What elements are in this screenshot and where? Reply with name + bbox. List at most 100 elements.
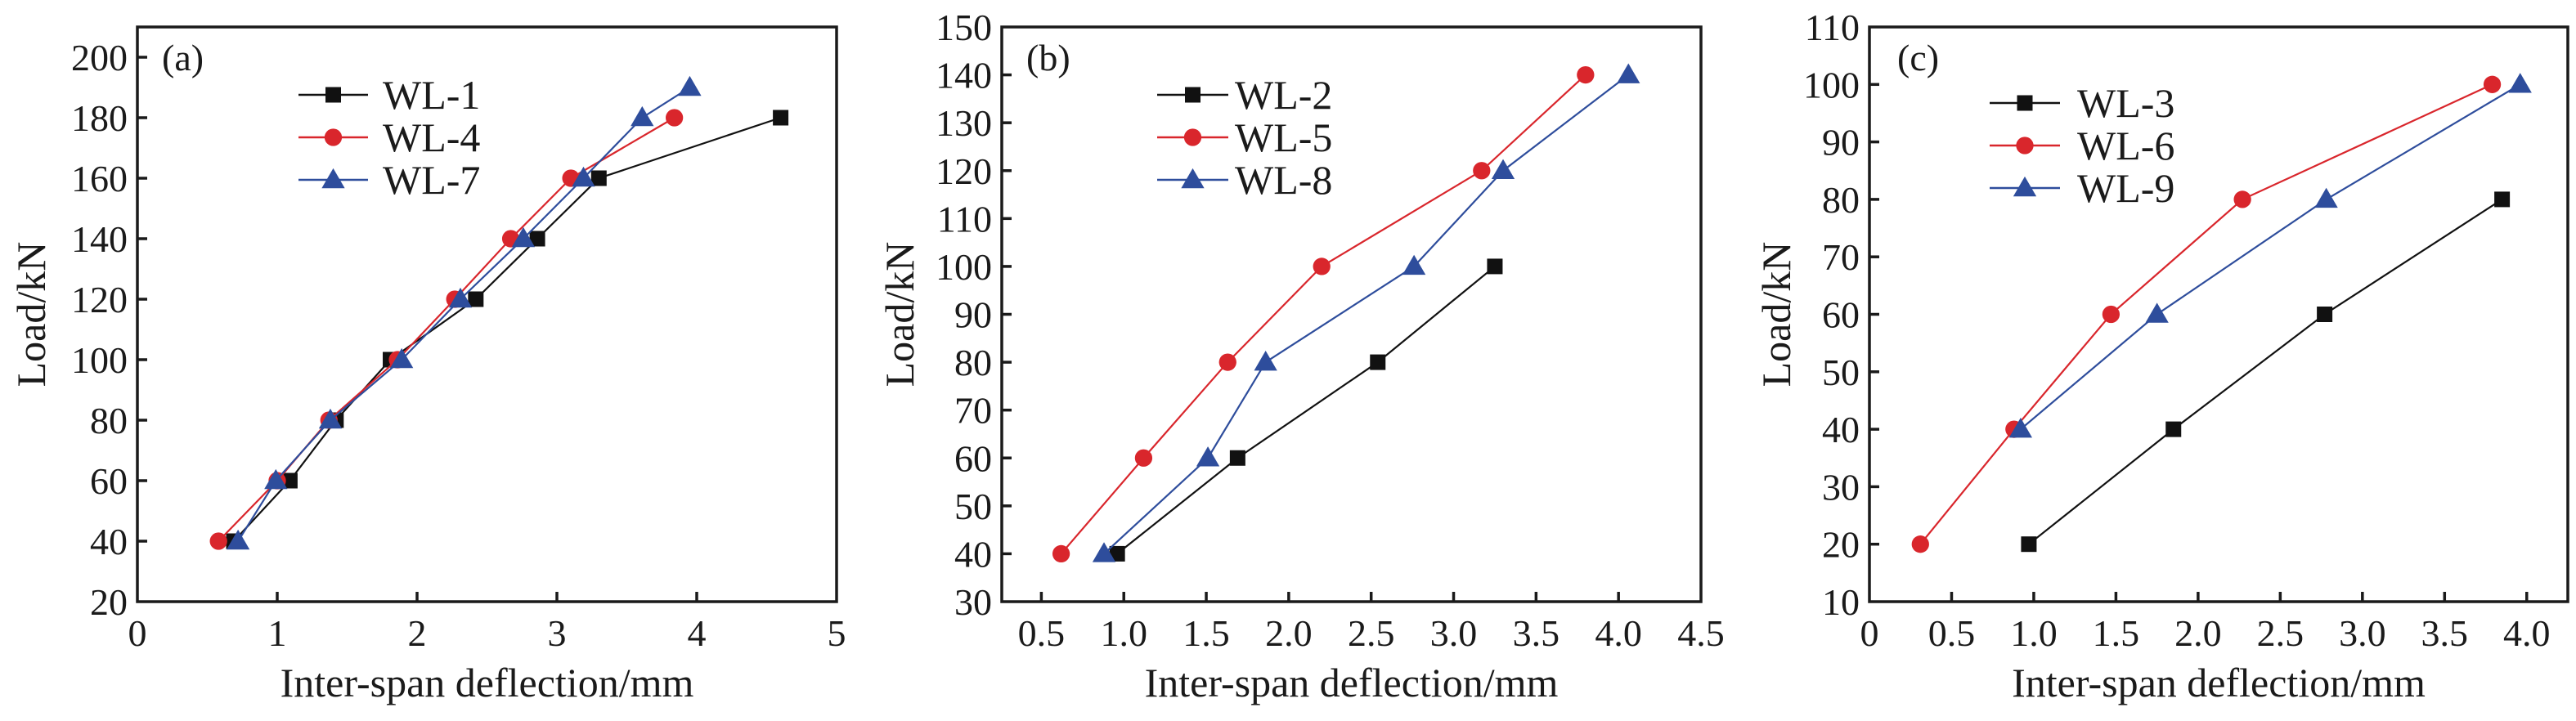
y-axis-title: Load/kN xyxy=(877,242,922,387)
y-tick-label: 140 xyxy=(936,55,992,96)
series-line xyxy=(1116,266,1496,555)
legend-marker-triangle-icon xyxy=(2013,176,2037,197)
x-tick-label: 3.0 xyxy=(2339,612,2386,654)
data-point xyxy=(1370,354,1386,370)
x-tick-label: 3.5 xyxy=(1513,612,1560,654)
legend-label: WL-3 xyxy=(2077,80,2174,126)
x-tick-label: 4.0 xyxy=(1595,612,1642,654)
legend-marker-triangle-icon xyxy=(321,168,345,189)
x-tick-label: 2 xyxy=(408,612,427,654)
series-wl-9 xyxy=(2008,73,2532,438)
x-tick-label: 3.0 xyxy=(1430,612,1478,654)
x-tick-label: 0 xyxy=(1860,612,1879,654)
x-tick-label: 2.5 xyxy=(2257,612,2304,654)
plot-frame xyxy=(1868,25,2569,603)
legend-label: WL-2 xyxy=(1235,72,1332,118)
y-tick-label: 120 xyxy=(71,279,128,320)
x-tick-label: 1.0 xyxy=(1100,612,1147,654)
series-wl-1 xyxy=(226,110,789,549)
data-point xyxy=(2008,417,2033,438)
data-point xyxy=(264,468,288,490)
legend-entry: WL-3 xyxy=(1990,80,2174,126)
y-tick-label: 40 xyxy=(954,533,992,575)
y-tick-label: 80 xyxy=(90,400,128,441)
y-tick-label: 50 xyxy=(1822,352,1860,393)
data-point xyxy=(529,231,545,247)
data-point xyxy=(511,226,536,248)
data-point xyxy=(1229,450,1245,466)
legend-marker-square-icon xyxy=(325,87,341,103)
legend-marker-square-icon xyxy=(2017,95,2033,111)
series-line xyxy=(233,116,781,542)
data-point xyxy=(1134,449,1153,467)
data-point xyxy=(209,532,227,550)
legend-entry: WL-5 xyxy=(1157,114,1332,160)
legend-label: WL-4 xyxy=(383,114,480,160)
y-tick-label: 150 xyxy=(936,7,992,48)
data-point xyxy=(572,166,595,187)
y-tick-label: 30 xyxy=(954,581,992,623)
series-line xyxy=(1060,74,1586,555)
y-tick-label: 90 xyxy=(1822,122,1860,163)
y-tick-label: 40 xyxy=(90,521,128,562)
data-point xyxy=(281,472,298,489)
y-tick-label: 50 xyxy=(954,486,992,527)
data-point xyxy=(1911,535,1929,553)
x-axis-title: Inter-span deflection/mm xyxy=(280,660,694,705)
legend-marker-square-icon xyxy=(1185,87,1200,103)
y-tick-label: 160 xyxy=(71,158,128,199)
data-point xyxy=(2145,302,2169,323)
data-point xyxy=(2021,536,2037,553)
legend-label: WL-6 xyxy=(2077,123,2174,168)
series-line xyxy=(2020,83,2521,430)
series-line xyxy=(2028,198,2503,545)
y-tick-label: 180 xyxy=(71,97,128,139)
y-tick-label: 60 xyxy=(954,437,992,479)
y-tick-label: 40 xyxy=(1822,409,1860,450)
y-axis-title: Load/kN xyxy=(8,242,54,387)
panel-b: (b) Inter-span deflection/mm Load/kN 0.5… xyxy=(877,7,1725,705)
data-point xyxy=(1617,63,1640,83)
x-tick-label: 0 xyxy=(128,612,147,654)
data-point xyxy=(1402,254,1426,275)
series-wl-3 xyxy=(2021,191,2511,553)
y-tick-label: 110 xyxy=(937,198,992,240)
legend-label: WL-5 xyxy=(1235,114,1332,160)
data-point xyxy=(390,347,414,369)
x-tick-label: 2.5 xyxy=(1348,612,1395,654)
series-wl-5 xyxy=(1052,65,1595,563)
data-point xyxy=(1254,350,1277,371)
data-point xyxy=(773,110,789,126)
x-tick-label: 4.5 xyxy=(1677,612,1725,654)
y-tick-label: 110 xyxy=(1805,7,1860,48)
data-point xyxy=(2165,421,2182,437)
legend-label: WL-9 xyxy=(2077,165,2174,211)
x-tick-label: 3 xyxy=(548,612,567,654)
y-tick-label: 80 xyxy=(954,342,992,383)
data-point xyxy=(1092,542,1116,562)
x-axis-title: Inter-span deflection/mm xyxy=(2012,660,2426,705)
legend-label: WL-1 xyxy=(383,72,480,118)
data-point xyxy=(2102,305,2120,324)
data-point xyxy=(448,287,473,308)
legend-entry: WL-9 xyxy=(1990,165,2174,211)
data-point xyxy=(1487,258,1503,275)
data-point xyxy=(2483,75,2502,93)
data-point xyxy=(590,170,607,186)
x-tick-label: 5 xyxy=(828,612,846,654)
data-point xyxy=(1313,258,1331,275)
y-tick-label: 100 xyxy=(1803,64,1860,105)
data-point xyxy=(1577,65,1595,84)
x-tick-label: 3.5 xyxy=(2421,612,2469,654)
y-tick-label: 90 xyxy=(954,294,992,336)
legend-marker-triangle-icon xyxy=(1181,168,1205,189)
y-tick-label: 20 xyxy=(1822,524,1860,566)
y-tick-label: 20 xyxy=(90,581,128,623)
x-tick-label: 0.5 xyxy=(1018,612,1066,654)
legend-marker-circle-icon xyxy=(324,128,343,146)
data-point xyxy=(1218,353,1236,371)
series-wl-8 xyxy=(1092,63,1640,562)
y-tick-label: 30 xyxy=(1822,466,1860,508)
